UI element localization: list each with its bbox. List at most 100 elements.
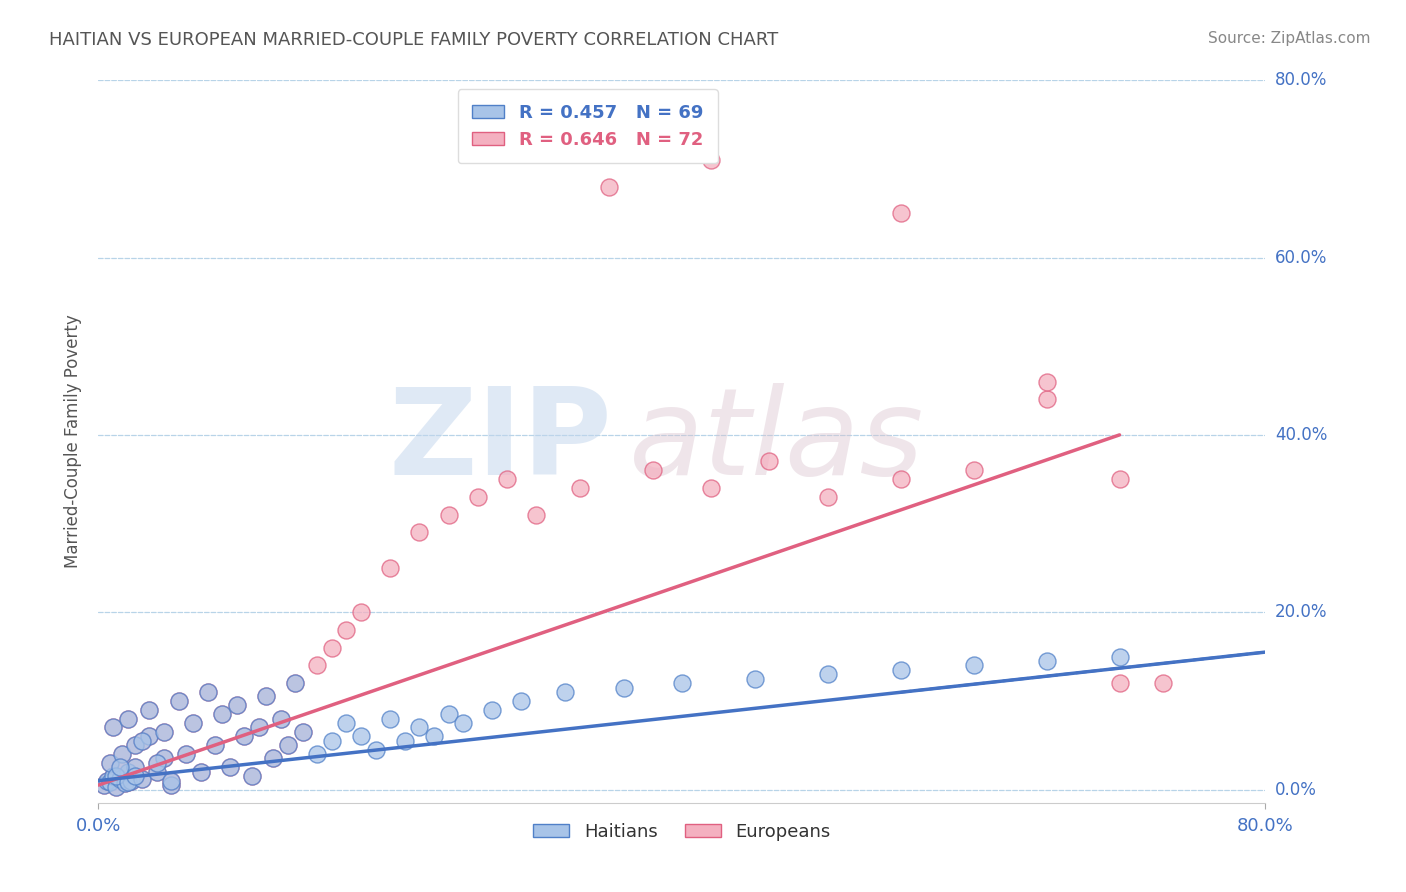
Point xyxy=(124,738,146,752)
Point xyxy=(98,775,121,789)
Text: 60.0%: 60.0% xyxy=(1275,249,1327,267)
Point xyxy=(321,640,343,655)
Point xyxy=(291,724,314,739)
Text: 20.0%: 20.0% xyxy=(1275,603,1327,621)
Point xyxy=(321,733,343,747)
Point xyxy=(146,764,169,779)
Point xyxy=(131,733,153,747)
Point xyxy=(110,760,132,774)
Point xyxy=(117,712,139,726)
Point xyxy=(96,773,118,788)
Point xyxy=(111,747,134,761)
Point xyxy=(262,751,284,765)
Point xyxy=(174,747,197,761)
Point xyxy=(181,716,204,731)
Point xyxy=(270,712,292,726)
Point xyxy=(138,703,160,717)
Legend: Haitians, Europeans: Haitians, Europeans xyxy=(526,815,838,848)
Point xyxy=(153,751,176,765)
Point xyxy=(124,738,146,752)
Point xyxy=(350,729,373,743)
Point xyxy=(160,778,183,792)
Point xyxy=(124,769,146,783)
Point xyxy=(890,663,912,677)
Point xyxy=(598,179,620,194)
Point xyxy=(117,775,139,789)
Point xyxy=(117,764,139,779)
Point xyxy=(423,729,446,743)
Point xyxy=(110,772,132,786)
Point xyxy=(110,760,132,774)
Point xyxy=(467,490,489,504)
Point xyxy=(335,716,357,731)
Point xyxy=(131,772,153,786)
Point xyxy=(153,724,176,739)
Text: 40.0%: 40.0% xyxy=(1275,425,1327,444)
Point xyxy=(1035,654,1057,668)
Point xyxy=(1152,676,1174,690)
Point xyxy=(496,472,519,486)
Point xyxy=(350,605,373,619)
Point xyxy=(101,769,124,783)
Point xyxy=(181,716,204,731)
Point xyxy=(408,525,430,540)
Point xyxy=(481,703,503,717)
Point xyxy=(307,747,329,761)
Point xyxy=(890,206,912,220)
Text: atlas: atlas xyxy=(630,383,925,500)
Point xyxy=(226,698,249,713)
Point xyxy=(104,780,127,794)
Point xyxy=(117,712,139,726)
Point xyxy=(120,773,142,788)
Point xyxy=(641,463,664,477)
Point xyxy=(291,724,314,739)
Point xyxy=(568,481,591,495)
Point xyxy=(817,667,839,681)
Point xyxy=(167,694,190,708)
Point xyxy=(612,681,634,695)
Point xyxy=(817,490,839,504)
Point xyxy=(138,703,160,717)
Point xyxy=(93,778,115,792)
Point xyxy=(437,508,460,522)
Point xyxy=(204,738,226,752)
Point xyxy=(437,707,460,722)
Point xyxy=(120,773,142,788)
Point xyxy=(104,780,127,794)
Point xyxy=(138,729,160,743)
Point xyxy=(124,760,146,774)
Point xyxy=(101,721,124,735)
Point xyxy=(160,773,183,788)
Point xyxy=(744,672,766,686)
Point xyxy=(524,508,547,522)
Y-axis label: Married-Couple Family Poverty: Married-Couple Family Poverty xyxy=(63,315,82,568)
Point xyxy=(671,676,693,690)
Point xyxy=(284,676,307,690)
Point xyxy=(117,764,139,779)
Point xyxy=(218,760,240,774)
Point xyxy=(124,760,146,774)
Point xyxy=(247,721,270,735)
Point xyxy=(160,778,183,792)
Point xyxy=(758,454,780,468)
Point xyxy=(1035,375,1057,389)
Point xyxy=(890,472,912,486)
Point xyxy=(554,685,576,699)
Point xyxy=(307,658,329,673)
Point xyxy=(335,623,357,637)
Point xyxy=(233,729,256,743)
Point xyxy=(96,773,118,788)
Point xyxy=(124,769,146,783)
Point xyxy=(174,747,197,761)
Point xyxy=(138,729,160,743)
Point xyxy=(197,685,219,699)
Point xyxy=(197,685,219,699)
Point xyxy=(211,707,233,722)
Point xyxy=(98,775,121,789)
Point xyxy=(700,153,723,167)
Point xyxy=(364,742,387,756)
Point xyxy=(247,721,270,735)
Point xyxy=(146,764,169,779)
Text: HAITIAN VS EUROPEAN MARRIED-COUPLE FAMILY POVERTY CORRELATION CHART: HAITIAN VS EUROPEAN MARRIED-COUPLE FAMIL… xyxy=(49,31,779,49)
Point xyxy=(451,716,474,731)
